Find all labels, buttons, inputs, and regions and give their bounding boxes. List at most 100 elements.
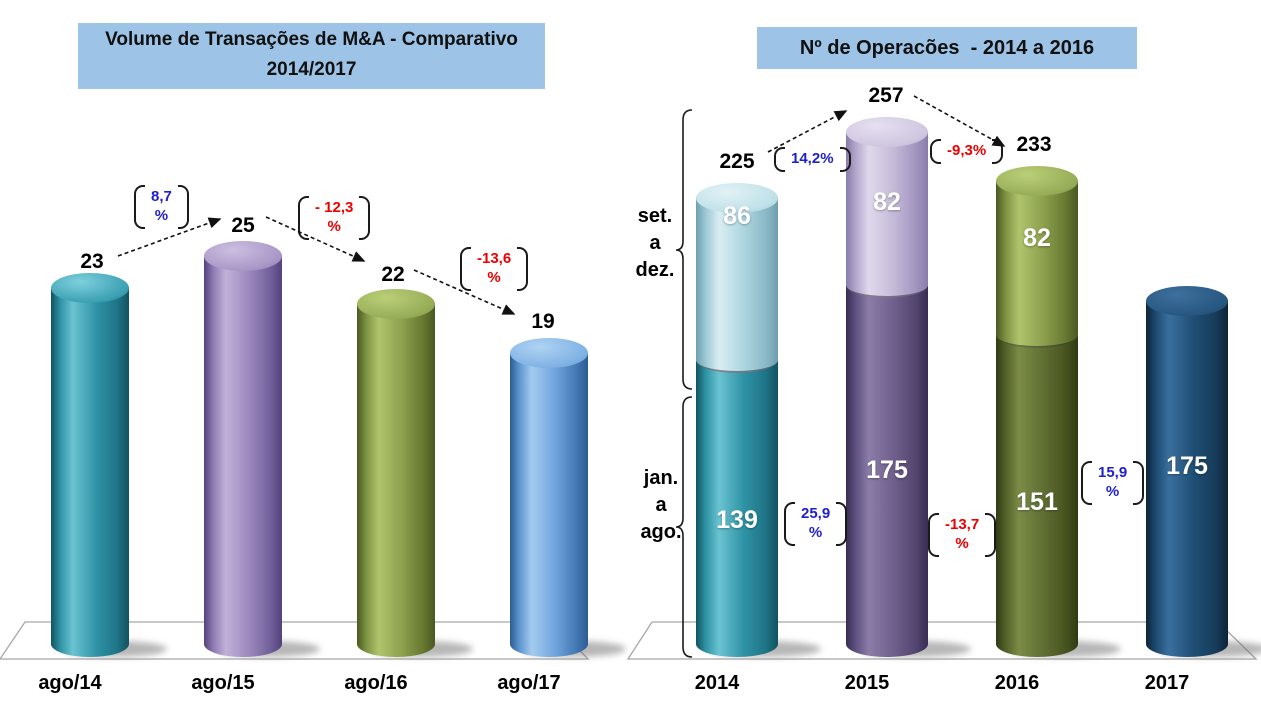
axis-label-2014: 2014 bbox=[694, 672, 740, 694]
cylinder-body bbox=[846, 286, 928, 657]
segment-value-2015-set-dez: 82 bbox=[873, 188, 901, 216]
cylinder-cap bbox=[846, 117, 928, 147]
bracket-right bbox=[517, 247, 529, 291]
bracket-left bbox=[1081, 461, 1092, 505]
period-label-jan-ago: jan. a ago. bbox=[634, 465, 688, 546]
segment-value-2015-jan-ago: 175 bbox=[866, 456, 908, 484]
right-bar-2017 bbox=[1146, 286, 1228, 657]
axis-label-ago16: ago/16 bbox=[344, 672, 408, 694]
period-label-line: a bbox=[655, 494, 667, 516]
bracket-right bbox=[359, 196, 371, 240]
cylinder-body bbox=[996, 181, 1078, 348]
axis-label-ago17: ago/17 bbox=[497, 672, 561, 694]
period-label-line: jan. bbox=[643, 467, 679, 489]
pct-change-2015-2016: -9,3% bbox=[930, 139, 1004, 164]
bracket-left bbox=[774, 147, 785, 172]
pct-change-2014-2015: 14,2% bbox=[774, 147, 851, 172]
cylinder-cap bbox=[696, 183, 778, 213]
cylinder-body bbox=[996, 336, 1078, 657]
right-bar-2016 bbox=[996, 166, 1078, 657]
right-bar-2014 bbox=[696, 183, 778, 657]
pct-text: 15,9 % bbox=[1098, 464, 1128, 500]
bracket-right bbox=[839, 147, 851, 172]
left-chart-title-line1: Volume de Transações de M&A - Comparativ… bbox=[105, 29, 518, 50]
bracket-left bbox=[928, 513, 939, 557]
bracket-right bbox=[992, 139, 1004, 164]
axis-label-2015: 2015 bbox=[844, 672, 890, 694]
pct-change-ago15-ago16: - 12,3 % bbox=[298, 196, 371, 240]
cylinder-body bbox=[204, 256, 282, 657]
cylinder-body bbox=[696, 198, 778, 373]
bracket-left bbox=[134, 185, 145, 229]
period-label-line: ago. bbox=[640, 521, 682, 543]
segment-2014-jan-ago bbox=[696, 361, 778, 657]
period-label-line: a bbox=[649, 232, 661, 254]
cylinder-cap bbox=[1146, 286, 1228, 316]
cylinder-body bbox=[51, 288, 129, 657]
bracket-right bbox=[1133, 461, 1145, 505]
arrow-2014-to-2015 bbox=[767, 110, 848, 153]
left-bar-ago16 bbox=[357, 289, 435, 657]
bracket-left bbox=[460, 247, 471, 291]
axis-label-ago14: ago/14 bbox=[38, 672, 102, 694]
bracket-right bbox=[177, 185, 189, 229]
segment-2014-set-dez bbox=[696, 183, 778, 373]
pct-change-jan-ago-2016-2017: 15,9 % bbox=[1081, 461, 1145, 505]
left-bar-ago14 bbox=[51, 273, 129, 657]
pct-text: 25,9 % bbox=[801, 505, 831, 541]
pct-text: - 12,3 % bbox=[315, 199, 354, 235]
segment-value-2016-jan-ago: 151 bbox=[1016, 488, 1058, 516]
left-chart-title-line2: 2014/2017 bbox=[266, 59, 357, 80]
pct-change-jan-ago-2014-2015: 25,9 % bbox=[784, 502, 848, 546]
cylinder-cap bbox=[357, 289, 435, 319]
bracket-right bbox=[836, 502, 848, 546]
pct-text: -13,6 % bbox=[477, 250, 512, 286]
cylinder-cap bbox=[51, 273, 129, 303]
axis-label-ago15: ago/15 bbox=[191, 672, 255, 694]
right-chart-title: Nº de Operacões - 2014 a 2016 bbox=[757, 27, 1137, 69]
cylinder-body bbox=[846, 132, 928, 298]
period-label-line: set. bbox=[637, 205, 673, 227]
total-label-2016: 233 bbox=[1016, 133, 1052, 156]
value-label-ago14: 23 bbox=[80, 250, 104, 273]
total-label-2015: 257 bbox=[868, 84, 904, 107]
left-bar-ago17 bbox=[510, 338, 588, 657]
left-chart-title: Volume de Transações de M&A - Comparativ… bbox=[78, 23, 545, 89]
segment-value-2016-set-dez: 82 bbox=[1023, 224, 1051, 252]
segment-value-2014-jan-ago: 139 bbox=[716, 506, 758, 534]
bracket-left bbox=[784, 502, 795, 546]
pct-text: 14,2% bbox=[791, 150, 834, 167]
cylinder-cap bbox=[204, 241, 282, 271]
period-label-set-dez: set. a dez. bbox=[628, 203, 682, 284]
pct-text: -9,3% bbox=[947, 142, 987, 159]
axis-label-2016: 2016 bbox=[994, 672, 1040, 694]
pct-change-jan-ago-2015-2016: -13,7 % bbox=[928, 513, 997, 557]
segment-value-2017-jan-ago: 175 bbox=[1166, 452, 1208, 480]
pct-change-ago16-ago17: -13,6 % bbox=[460, 247, 529, 291]
segment-value-2014-set-dez: 86 bbox=[723, 202, 751, 230]
cylinder-body bbox=[510, 353, 588, 657]
left-bar-ago15 bbox=[204, 241, 282, 657]
pct-text: 8,7 % bbox=[151, 188, 172, 224]
cylinder-body bbox=[1146, 301, 1228, 657]
value-label-ago15: 25 bbox=[231, 214, 255, 237]
cylinder-body bbox=[696, 361, 778, 657]
axis-label-2017: 2017 bbox=[1144, 672, 1190, 694]
total-label-2014: 225 bbox=[719, 150, 755, 173]
segment-2016-jan-ago bbox=[996, 336, 1078, 657]
period-label-line: dez. bbox=[635, 259, 675, 281]
cylinder-body bbox=[357, 304, 435, 657]
right-bar-2015 bbox=[846, 117, 928, 657]
pct-text: -13,7 % bbox=[945, 516, 980, 552]
value-label-ago17: 19 bbox=[531, 310, 555, 333]
pct-change-ago14-ago15: 8,7 % bbox=[134, 185, 189, 229]
cylinder-cap bbox=[996, 166, 1078, 196]
bracket-right bbox=[985, 513, 997, 557]
segment-2016-set-dez bbox=[996, 166, 1078, 348]
segment-2015-jan-ago bbox=[846, 286, 928, 657]
value-label-ago16: 22 bbox=[381, 263, 405, 286]
bracket-left bbox=[298, 196, 309, 240]
cylinder-cap bbox=[510, 338, 588, 368]
bracket-left bbox=[930, 139, 941, 164]
